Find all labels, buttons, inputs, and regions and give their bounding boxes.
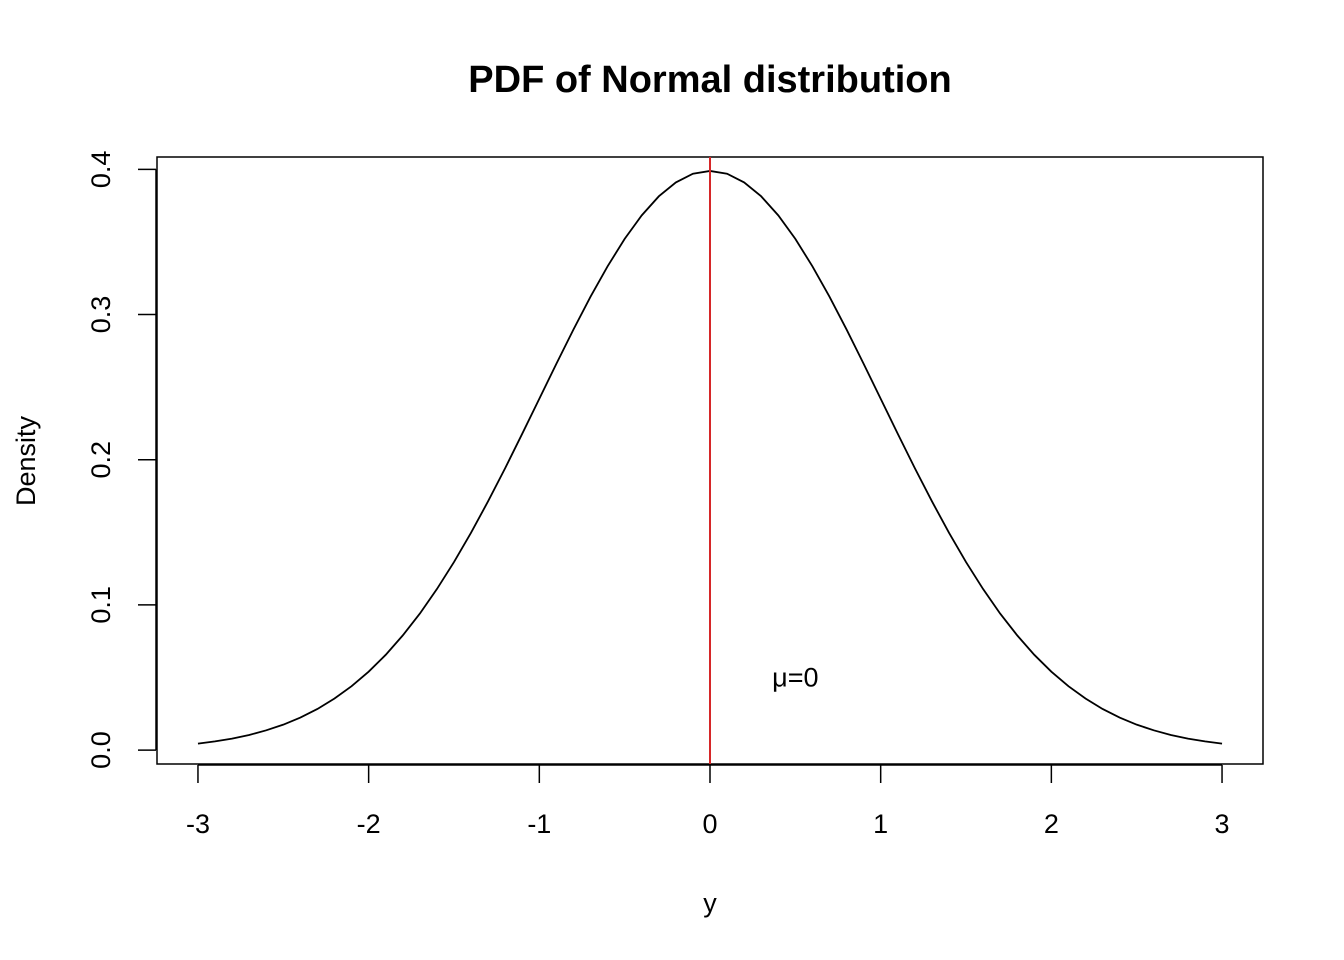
x-tick-label: 3 [1215, 809, 1230, 839]
x-tick-label: 0 [702, 809, 717, 839]
x-tick-label: -1 [527, 809, 551, 839]
x-tick-label: -3 [186, 809, 210, 839]
mean-annotation: μ=0 [772, 662, 818, 692]
y-tick-label: 0.3 [86, 296, 116, 334]
y-tick-label: 0.1 [86, 586, 116, 624]
x-tick-label: -2 [357, 809, 381, 839]
y-tick-label: 0.4 [86, 151, 116, 189]
x-axis-label: y [703, 888, 717, 918]
chart-title: PDF of Normal distribution [468, 59, 951, 101]
annotations: μ=0 [772, 662, 818, 692]
x-tick-label: 1 [873, 809, 888, 839]
y-tick-label: 0.0 [86, 731, 116, 769]
y-axis: 0.0 0.1 0.2 0.3 0.4 [86, 151, 157, 769]
x-axis: -3 -2 -1 0 1 2 3 [186, 764, 1230, 839]
y-axis-label: Density [11, 415, 41, 506]
y-tick-label: 0.2 [86, 441, 116, 479]
x-tick-label: 2 [1044, 809, 1059, 839]
